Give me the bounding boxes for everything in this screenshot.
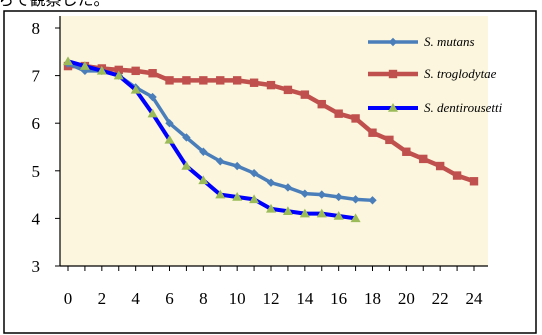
legend-label: S. troglodytae [424, 66, 497, 81]
data-point [182, 76, 191, 85]
data-point [385, 135, 394, 145]
data-point [216, 76, 225, 85]
x-tick-label: 20 [398, 289, 415, 308]
data-point [351, 195, 360, 204]
data-point [282, 206, 293, 216]
data-point [165, 76, 174, 85]
y-tick-label: 4 [32, 209, 41, 228]
data-point [249, 194, 260, 204]
data-point [368, 196, 377, 205]
data-point [334, 109, 343, 118]
data-point [147, 108, 158, 118]
data-point [283, 183, 293, 192]
data-point [182, 133, 191, 142]
x-tick-label: 4 [131, 289, 140, 308]
data-point [283, 85, 293, 95]
data-point [452, 171, 462, 180]
data-point [165, 119, 174, 128]
data-point [130, 84, 141, 94]
data-point [131, 66, 140, 76]
data-point [317, 190, 326, 199]
x-tick-label: 10 [229, 289, 246, 308]
legend-marker [388, 103, 398, 112]
y-tick-label: 7 [32, 67, 41, 86]
series-layer [63, 56, 479, 223]
data-point [198, 175, 209, 185]
data-point [266, 178, 276, 187]
data-point [368, 128, 377, 137]
y-tick-label: 8 [32, 19, 41, 38]
data-point [113, 70, 124, 80]
data-point [79, 61, 90, 70]
data-point [199, 147, 208, 156]
x-tick-label: 2 [98, 289, 107, 308]
data-point [249, 168, 259, 178]
data-point [199, 76, 208, 85]
data-point [63, 56, 73, 66]
data-point [333, 211, 344, 220]
data-point [469, 177, 479, 186]
data-point [232, 191, 243, 201]
data-point [114, 65, 123, 75]
data-point [148, 69, 157, 78]
legend-label: S. mutans [424, 34, 475, 49]
data-point [215, 189, 226, 199]
data-point [350, 213, 361, 223]
data-point [316, 208, 327, 218]
data-point [148, 92, 157, 102]
data-point [317, 99, 326, 109]
data-point [266, 80, 276, 90]
x-tick-label: 18 [364, 289, 381, 308]
x-tick-label: 24 [466, 289, 484, 308]
x-tick-label: 16 [330, 289, 347, 308]
x-tick-label: 12 [263, 289, 280, 308]
data-point [232, 161, 242, 171]
legend-label: S. dentirousetti [424, 100, 503, 115]
y-tick-label: 6 [32, 114, 41, 133]
x-tick-label: 6 [165, 289, 174, 308]
data-point [164, 134, 175, 144]
data-point [232, 76, 242, 85]
data-point [419, 154, 428, 164]
data-point [351, 114, 360, 123]
data-point [266, 203, 276, 213]
data-point [435, 161, 445, 171]
x-tick-label: 14 [296, 289, 314, 308]
data-point [299, 208, 310, 218]
x-tick-label: 0 [64, 289, 73, 308]
data-point [300, 189, 310, 198]
y-tick-label: 3 [32, 257, 41, 276]
data-point [300, 90, 310, 99]
data-point [216, 157, 225, 166]
x-tick-label: 8 [199, 289, 208, 308]
plot-area [60, 16, 488, 266]
data-point [249, 78, 259, 87]
series-s--dentirousetti [63, 56, 361, 223]
data-point [402, 147, 411, 156]
legend: S. mutans S. troglodytae S. dentirousetti [368, 34, 503, 115]
data-point [96, 65, 107, 75]
x-tick-label: 22 [432, 289, 449, 308]
data-point [334, 192, 343, 202]
header-text-fragment: らて観察した。 [0, 0, 110, 9]
legend-marker [388, 37, 398, 47]
legend-marker [388, 69, 398, 79]
data-point [181, 161, 192, 170]
y-tick-label: 5 [32, 162, 41, 181]
